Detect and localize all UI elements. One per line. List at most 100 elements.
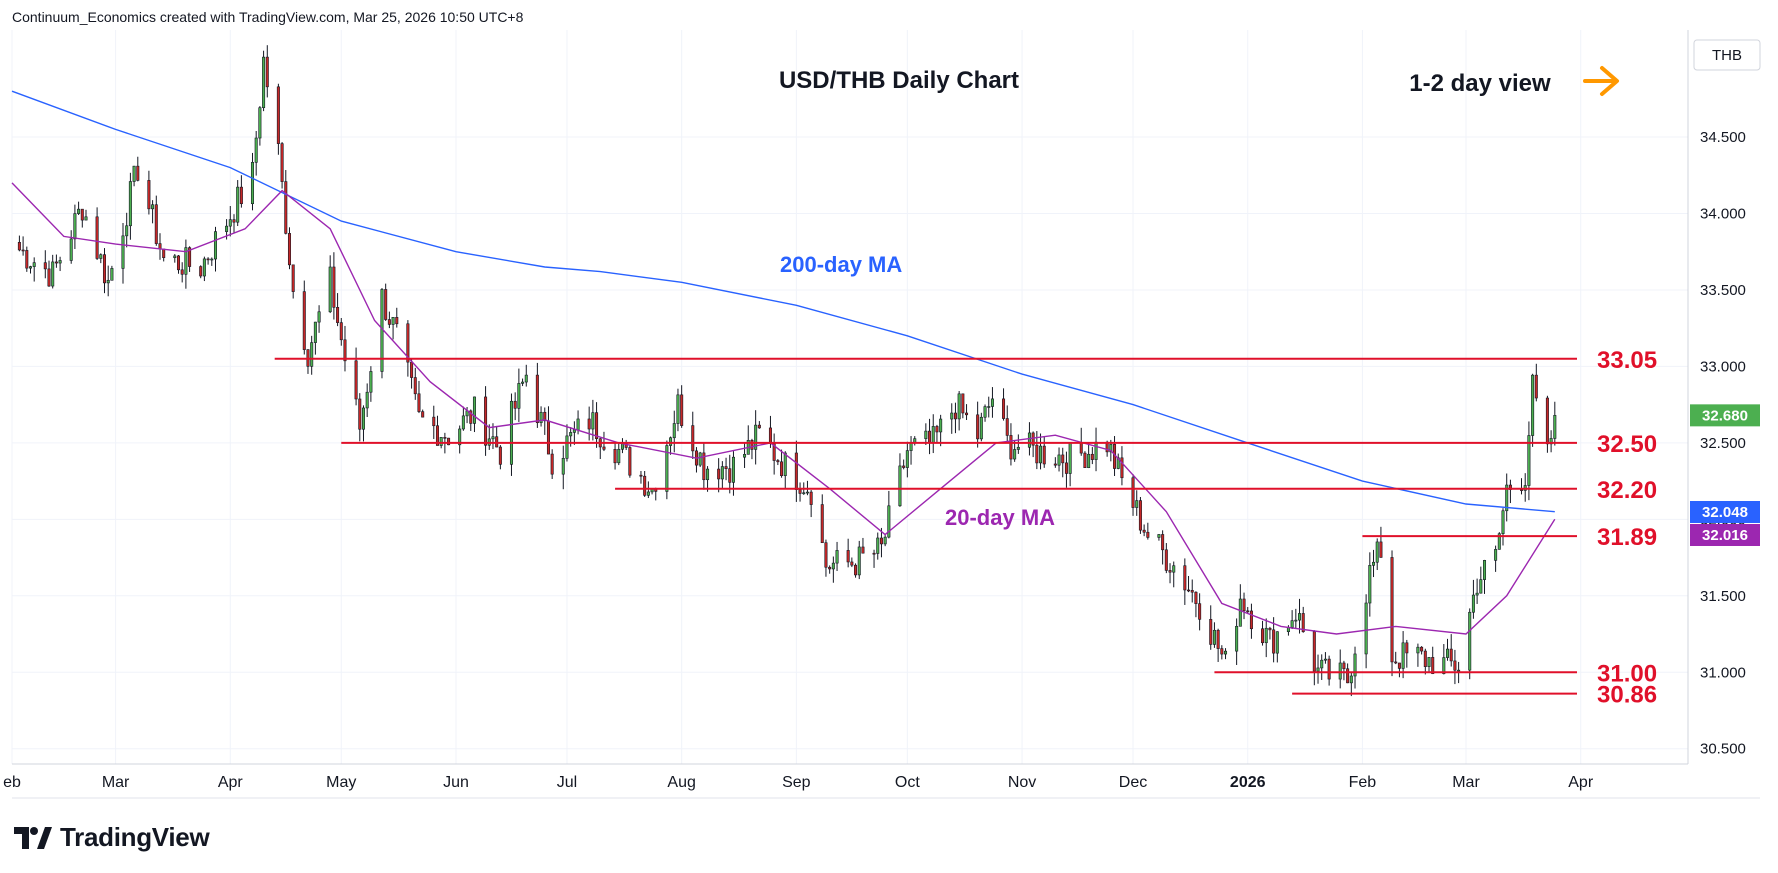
x-tick-label: Mar bbox=[1452, 774, 1480, 791]
candle bbox=[835, 541, 839, 571]
candle bbox=[513, 392, 517, 421]
candle bbox=[1005, 405, 1009, 444]
candle bbox=[232, 214, 236, 234]
candle-body bbox=[550, 453, 554, 475]
candle-body bbox=[513, 400, 517, 409]
y-tick-label: 34.000 bbox=[1700, 206, 1746, 223]
candle-body bbox=[757, 424, 761, 429]
candle-body bbox=[128, 181, 132, 227]
candle-body bbox=[1527, 435, 1531, 486]
candle bbox=[1212, 622, 1216, 648]
candle bbox=[287, 227, 291, 270]
candle-body bbox=[1531, 374, 1535, 436]
candle bbox=[1353, 646, 1357, 689]
candle bbox=[1220, 645, 1224, 660]
candle-body bbox=[776, 460, 780, 463]
candle-body bbox=[1427, 657, 1431, 667]
candle-body bbox=[824, 542, 828, 568]
candle bbox=[1083, 451, 1087, 468]
candle bbox=[639, 470, 643, 484]
candle-body bbox=[628, 447, 632, 476]
candle-body bbox=[95, 216, 99, 259]
candle bbox=[1316, 654, 1320, 684]
ma200-line bbox=[11, 90, 1555, 513]
candle bbox=[173, 254, 177, 263]
x-tick-label: Nov bbox=[1008, 774, 1036, 791]
candle bbox=[395, 307, 399, 328]
candle-body bbox=[1505, 484, 1509, 512]
candle-body bbox=[987, 406, 991, 408]
level-label: 30.86 bbox=[1597, 682, 1657, 709]
candle bbox=[857, 540, 861, 580]
candle bbox=[706, 466, 710, 492]
candle bbox=[1523, 473, 1527, 502]
candle bbox=[1423, 648, 1427, 675]
candle bbox=[1453, 649, 1457, 685]
candle-body bbox=[1320, 659, 1324, 669]
candle-body bbox=[509, 400, 513, 465]
candle-body bbox=[302, 291, 306, 350]
candle bbox=[1042, 436, 1046, 468]
candle-body bbox=[17, 242, 21, 251]
candle bbox=[1031, 431, 1035, 458]
candle bbox=[1312, 630, 1316, 686]
x-tick-label: Oct bbox=[895, 774, 920, 791]
candle bbox=[206, 257, 210, 265]
candle-body bbox=[1471, 594, 1475, 613]
candle bbox=[47, 260, 51, 287]
candle-body bbox=[1475, 592, 1479, 596]
candle-body bbox=[410, 361, 414, 378]
candle-body bbox=[872, 552, 876, 555]
candle-body bbox=[1364, 602, 1368, 655]
candle-body bbox=[328, 266, 332, 313]
candle bbox=[850, 557, 854, 568]
candle-body bbox=[1349, 675, 1353, 684]
candle-body bbox=[69, 238, 73, 261]
candle-body bbox=[32, 262, 36, 267]
candle-body bbox=[228, 219, 232, 227]
candle-body bbox=[928, 430, 932, 443]
candle bbox=[1198, 593, 1202, 631]
candle bbox=[1442, 644, 1446, 675]
candle-body bbox=[317, 311, 321, 323]
candle-body bbox=[1483, 560, 1487, 580]
candle bbox=[343, 325, 347, 372]
candle-body bbox=[1534, 374, 1538, 399]
candle bbox=[724, 457, 728, 481]
candle bbox=[976, 401, 980, 448]
candle bbox=[1323, 652, 1327, 664]
axes: THB bbox=[12, 30, 1761, 799]
candle-body bbox=[1394, 661, 1398, 664]
candle-body bbox=[1061, 454, 1065, 464]
candle bbox=[698, 451, 702, 468]
candle bbox=[1364, 594, 1368, 669]
candle-body bbox=[1497, 533, 1501, 550]
candle bbox=[1057, 447, 1061, 472]
candle-body bbox=[768, 427, 772, 444]
candle-body bbox=[691, 425, 695, 452]
candle-body bbox=[176, 255, 180, 271]
candle bbox=[336, 293, 340, 327]
candle-body bbox=[73, 213, 77, 240]
candle-body bbox=[25, 250, 29, 269]
candle-body bbox=[924, 430, 928, 439]
candle-body bbox=[591, 412, 595, 430]
candle-body bbox=[1242, 598, 1246, 612]
candle bbox=[447, 437, 451, 446]
candle bbox=[1379, 526, 1383, 558]
candle bbox=[1368, 552, 1372, 617]
candle-body bbox=[702, 452, 706, 481]
x-tick-label: eb bbox=[3, 774, 21, 791]
candle bbox=[32, 257, 36, 282]
candle bbox=[1194, 591, 1198, 618]
candle bbox=[391, 317, 395, 340]
candle bbox=[1131, 474, 1135, 516]
candle bbox=[1157, 534, 1161, 541]
candle bbox=[961, 393, 965, 419]
candle bbox=[772, 433, 776, 475]
y-tick-label: 31.500 bbox=[1700, 588, 1746, 605]
tradingview-logo[interactable]: TradingView bbox=[14, 822, 210, 853]
candle-body bbox=[1042, 445, 1046, 465]
candle-body bbox=[43, 262, 47, 270]
